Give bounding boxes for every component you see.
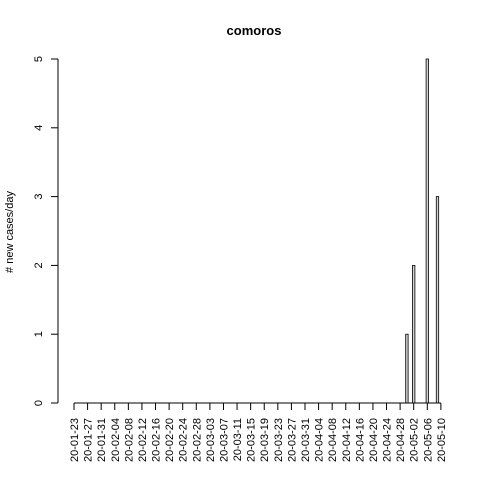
chart-title: comoros xyxy=(227,23,282,38)
x-tick-label: 20-03-31 xyxy=(300,418,312,462)
x-tick-label: 20-01-27 xyxy=(83,418,95,462)
x-tick-label: 20-02-24 xyxy=(178,418,190,462)
x-tick-label: 20-03-19 xyxy=(259,418,271,462)
x-tick-label: 20-02-16 xyxy=(151,418,163,462)
x-tick-label: 20-03-07 xyxy=(218,418,230,462)
y-tick-label: 2 xyxy=(33,262,45,268)
x-tick-label: 20-03-27 xyxy=(286,418,298,462)
x-tick-label: 20-02-04 xyxy=(110,418,122,462)
bar-20-05-06 xyxy=(425,58,429,404)
bar-20-04-30 xyxy=(405,333,409,404)
x-tick-label: 20-03-23 xyxy=(273,418,285,462)
x-tick-label: 20-02-08 xyxy=(123,418,135,462)
x-tick-label: 20-05-06 xyxy=(422,418,434,462)
y-tick-label: 1 xyxy=(33,331,45,337)
x-axis: 20-01-23 20-01-27 20-01-31 20-02-04 20-02-08… xyxy=(69,402,448,462)
x-tick-label: 20-04-04 xyxy=(314,418,326,462)
x-tick-label: 20-02-28 xyxy=(191,418,203,462)
x-tick-label: 20-02-20 xyxy=(164,418,176,462)
x-tick-label: 20-03-11 xyxy=(232,418,244,461)
bar-20-05-09 xyxy=(435,196,440,404)
y-tick-label: 5 xyxy=(33,56,45,62)
x-tick-label: 20-05-02 xyxy=(409,418,421,462)
x-tick-label: 20-02-12 xyxy=(137,418,149,462)
x-tick-label: 20-04-20 xyxy=(368,418,380,462)
x-tick-label: 20-04-08 xyxy=(327,418,339,462)
y-axis-label: # new cases/day xyxy=(4,191,16,273)
y-axis: 0 1 2 3 4 5 xyxy=(33,56,59,406)
x-tick-label: 20-05-10 xyxy=(436,418,448,462)
x-tick-label: 20-01-23 xyxy=(69,418,81,462)
bars-group xyxy=(405,58,440,404)
y-tick-label: 3 xyxy=(33,194,45,200)
x-tick-label: 20-04-16 xyxy=(354,418,366,462)
x-tick-label: 20-04-24 xyxy=(382,418,394,462)
y-tick-label: 0 xyxy=(33,400,45,406)
x-tick-label: 20-03-03 xyxy=(205,418,217,462)
x-tick-label: 20-04-12 xyxy=(341,418,353,462)
x-tick-label: 20-04-28 xyxy=(395,418,407,462)
x-tick-label: 20-01-31 xyxy=(96,418,108,462)
y-tick-label: 4 xyxy=(33,125,45,131)
x-tick-label: 20-03-15 xyxy=(246,418,258,462)
bar-20-05-02 xyxy=(412,264,416,404)
